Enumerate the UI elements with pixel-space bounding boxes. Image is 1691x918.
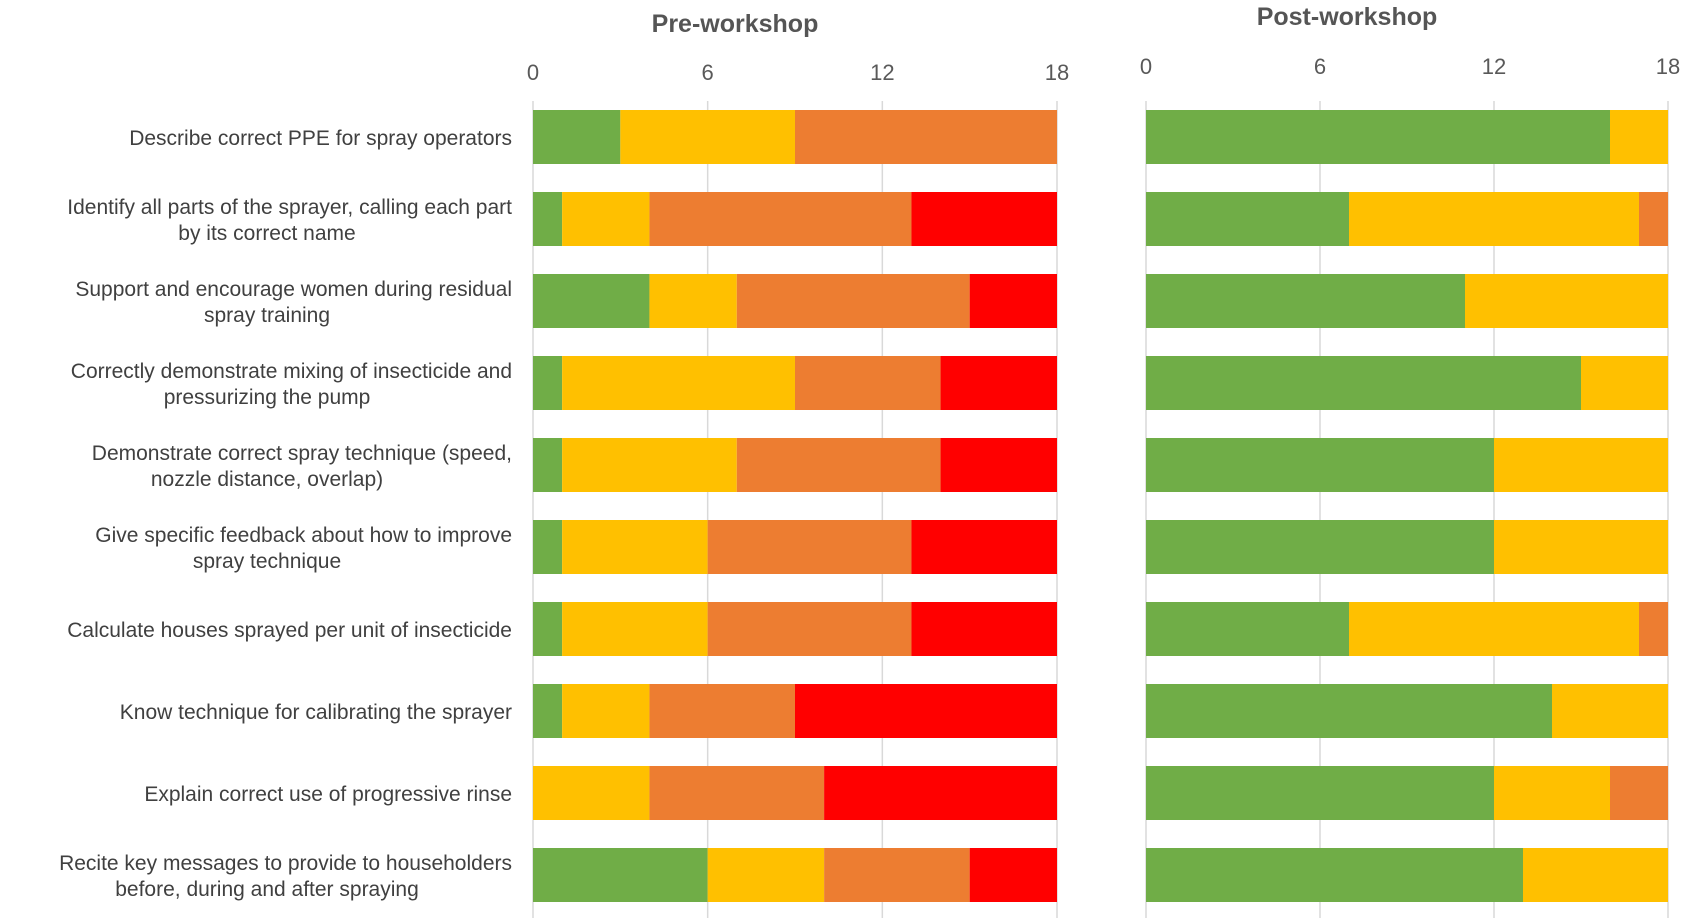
bar-segment	[707, 602, 912, 656]
bar-segment	[533, 602, 563, 656]
bar-segment	[1146, 602, 1349, 656]
bar-segment	[940, 438, 1057, 492]
chart-title: Post-workshop	[1257, 3, 1438, 31]
category-labels: Describe correct PPE for spray operators…	[59, 127, 512, 901]
bar-segment	[1494, 766, 1610, 820]
chart-title: Pre-workshop	[652, 10, 819, 38]
bar-segment	[1581, 356, 1668, 410]
bar-segment	[1523, 848, 1668, 902]
bar-segment	[533, 274, 650, 328]
bar-segment	[911, 520, 1057, 574]
bar-segment	[707, 848, 825, 902]
post-workshop-panel: Post-workshop 0 6 12 18	[1140, 3, 1680, 918]
bar-segment	[1349, 192, 1639, 246]
x-tick-label: 0	[527, 60, 539, 85]
bar-segment	[911, 602, 1057, 656]
x-tick-label: 12	[870, 60, 894, 85]
bar-segment	[649, 684, 795, 738]
category-label: pressurizing the pump	[164, 386, 371, 409]
bar-segment	[533, 766, 650, 820]
bar-segment	[1639, 192, 1668, 246]
x-tick-label: 18	[1656, 54, 1680, 79]
bar-segment	[533, 356, 563, 410]
category-label: nozzle distance, overlap)	[151, 468, 383, 491]
bar-segment	[533, 110, 621, 164]
bar-segment	[1146, 192, 1349, 246]
bar-segment	[911, 192, 1057, 246]
bar-segment	[1610, 766, 1668, 820]
x-tick-label: 6	[1314, 54, 1326, 79]
bar-segment	[1349, 602, 1639, 656]
bar-segment	[533, 438, 563, 492]
bar-segment	[1146, 684, 1552, 738]
category-label: Calculate houses sprayed per unit of ins…	[67, 619, 512, 642]
category-label: Demonstrate correct spray technique (spe…	[92, 442, 512, 465]
bar-segment	[940, 356, 1057, 410]
bar-segment	[562, 602, 708, 656]
bar-segment	[533, 684, 563, 738]
bar-segment	[649, 766, 825, 820]
bar-segment	[533, 192, 563, 246]
bar-segment	[562, 520, 708, 574]
bar-segment	[736, 274, 970, 328]
category-label: by its correct name	[178, 222, 355, 245]
bar-segment	[1146, 110, 1610, 164]
bar-segment	[707, 520, 912, 574]
bar-segment	[736, 438, 941, 492]
bar-segment	[795, 110, 1057, 164]
bar-segment	[562, 684, 650, 738]
x-tick-label: 18	[1045, 60, 1069, 85]
category-label: Explain correct use of progressive rinse	[144, 783, 512, 806]
category-label: Describe correct PPE for spray operators	[129, 127, 512, 150]
x-tick-label: 6	[702, 60, 714, 85]
bar-segment	[824, 766, 1057, 820]
category-label: Support and encourage women during resid…	[75, 278, 512, 301]
bar-segment	[1494, 438, 1668, 492]
category-label: spray training	[204, 304, 330, 327]
bar-segment	[1146, 438, 1494, 492]
bar-segment	[1610, 110, 1668, 164]
bar-segment	[562, 356, 795, 410]
bar-segment	[1639, 602, 1668, 656]
bar-segment	[562, 438, 737, 492]
category-label: Know technique for calibrating the spray…	[120, 701, 512, 724]
x-tick-label: 12	[1482, 54, 1506, 79]
bar-segment	[1465, 274, 1668, 328]
category-label: before, during and after spraying	[115, 878, 419, 901]
bar-segment	[649, 192, 912, 246]
category-label: Correctly demonstrate mixing of insectic…	[71, 360, 512, 383]
bar-segment	[1146, 520, 1494, 574]
bar-segment	[649, 274, 737, 328]
bar-segment	[1494, 520, 1668, 574]
bar-segment	[1146, 766, 1494, 820]
bar-segment	[620, 110, 795, 164]
bar-segment	[1146, 274, 1465, 328]
pre-workshop-panel: Pre-workshop 0 6 12 18	[527, 10, 1069, 918]
bar-segment	[533, 848, 708, 902]
bar-segment	[1146, 848, 1523, 902]
bar-segment	[969, 274, 1057, 328]
category-label: Identify all parts of the sprayer, calli…	[67, 196, 512, 219]
category-label: Give specific feedback about how to impr…	[95, 524, 512, 547]
bar-segment	[562, 192, 650, 246]
bar-segment	[533, 520, 563, 574]
bar-segment	[1552, 684, 1668, 738]
bar-segment	[795, 356, 941, 410]
bar-segment	[969, 848, 1057, 902]
x-tick-label: 0	[1140, 54, 1152, 79]
bar-segment	[1146, 356, 1581, 410]
bar-segment	[795, 684, 1057, 738]
category-label: Recite key messages to provide to househ…	[59, 852, 512, 875]
category-label: spray technique	[193, 550, 341, 573]
bar-segment	[824, 848, 970, 902]
